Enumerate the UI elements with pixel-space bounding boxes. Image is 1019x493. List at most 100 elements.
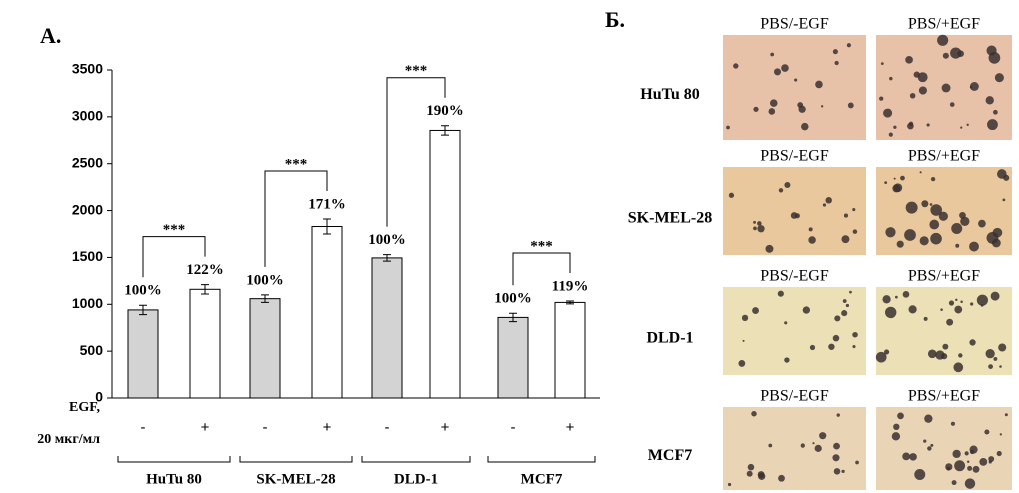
micrograph: [723, 35, 866, 140]
colony: [986, 349, 995, 358]
colony: [770, 99, 778, 107]
colony: [835, 61, 839, 65]
colony: [950, 47, 961, 58]
colony: [965, 478, 975, 488]
value-label: 122%: [186, 262, 224, 278]
colony: [751, 411, 756, 416]
colony: [823, 203, 826, 206]
image-caption: PBS/+EGF: [908, 16, 980, 33]
colony: [798, 106, 805, 113]
colony: [981, 304, 984, 307]
panel-label: А.: [40, 23, 61, 48]
value-label: 100%: [494, 291, 532, 307]
colony: [803, 306, 810, 313]
bar: [372, 258, 402, 398]
value-label: 100%: [246, 272, 284, 288]
colony: [882, 295, 890, 303]
colony: [889, 77, 893, 81]
colony: [809, 227, 813, 231]
colony: [937, 35, 948, 46]
colony: [879, 96, 883, 100]
y-tick-label: 3500: [72, 61, 103, 77]
x-tick-label: +: [201, 419, 210, 436]
x-tick-label: -: [263, 419, 268, 436]
colony: [909, 305, 917, 313]
colony: [819, 432, 826, 439]
colony: [952, 450, 960, 458]
significance-label: ***: [285, 156, 308, 172]
colony: [847, 43, 851, 47]
colony: [978, 220, 986, 228]
colony: [893, 126, 896, 129]
colony: [991, 292, 1000, 301]
colony: [931, 177, 935, 181]
bar: [430, 130, 460, 398]
colony: [832, 454, 839, 461]
significance-label: ***: [163, 222, 186, 238]
colony: [742, 315, 748, 321]
colony: [909, 122, 913, 126]
value-label: 100%: [368, 232, 406, 248]
colony: [801, 123, 808, 130]
colony: [892, 184, 900, 192]
colony: [993, 110, 998, 115]
colony: [924, 317, 928, 321]
colony: [906, 202, 918, 214]
x-axis-label: 20 мкг/мл: [37, 432, 100, 447]
colony: [897, 412, 904, 419]
colony: [774, 68, 781, 75]
colony: [998, 343, 1006, 351]
colony: [989, 52, 1001, 64]
colony: [967, 461, 969, 463]
colony: [769, 108, 776, 115]
colony: [942, 84, 951, 93]
colony: [987, 232, 999, 244]
colony: [930, 203, 933, 206]
colony: [733, 63, 738, 68]
value-label: 171%: [308, 196, 346, 212]
colony: [778, 475, 785, 482]
category-label: DLD-1: [394, 471, 438, 487]
colony: [738, 360, 745, 367]
colony: [784, 182, 790, 188]
colony: [897, 241, 904, 248]
micrograph: [876, 287, 1012, 375]
value-label: 100%: [124, 283, 162, 299]
colony: [821, 105, 823, 107]
colony: [841, 310, 847, 316]
colony: [954, 306, 962, 314]
colony: [753, 221, 756, 224]
x-tick-label: -: [385, 419, 390, 436]
colony: [884, 181, 887, 184]
colony: [892, 432, 900, 440]
colony: [904, 229, 916, 241]
colony: [884, 349, 889, 354]
colony: [984, 429, 989, 434]
colony: [844, 214, 848, 218]
colony: [919, 86, 927, 94]
panel-label: Б.: [605, 7, 625, 32]
colony: [930, 444, 933, 447]
value-label: 190%: [426, 103, 464, 119]
colony: [967, 466, 972, 471]
colony: [729, 193, 734, 198]
colony: [1002, 199, 1005, 202]
category-label: MCF7: [521, 471, 563, 487]
row-label: HuTu 80: [640, 86, 699, 103]
colony: [853, 229, 858, 234]
colony: [808, 236, 816, 244]
colony: [852, 345, 855, 348]
colony: [834, 315, 840, 321]
colony: [903, 291, 910, 298]
x-tick-label: -: [511, 419, 516, 436]
colony: [825, 197, 832, 204]
colony: [969, 339, 975, 345]
colony: [930, 204, 942, 216]
colony: [955, 244, 959, 248]
colony: [881, 62, 884, 65]
colony: [846, 304, 849, 307]
colony: [927, 446, 931, 450]
value-label: 119%: [552, 278, 589, 294]
colony: [929, 220, 939, 230]
image-caption: PBS/-EGF: [760, 388, 829, 405]
